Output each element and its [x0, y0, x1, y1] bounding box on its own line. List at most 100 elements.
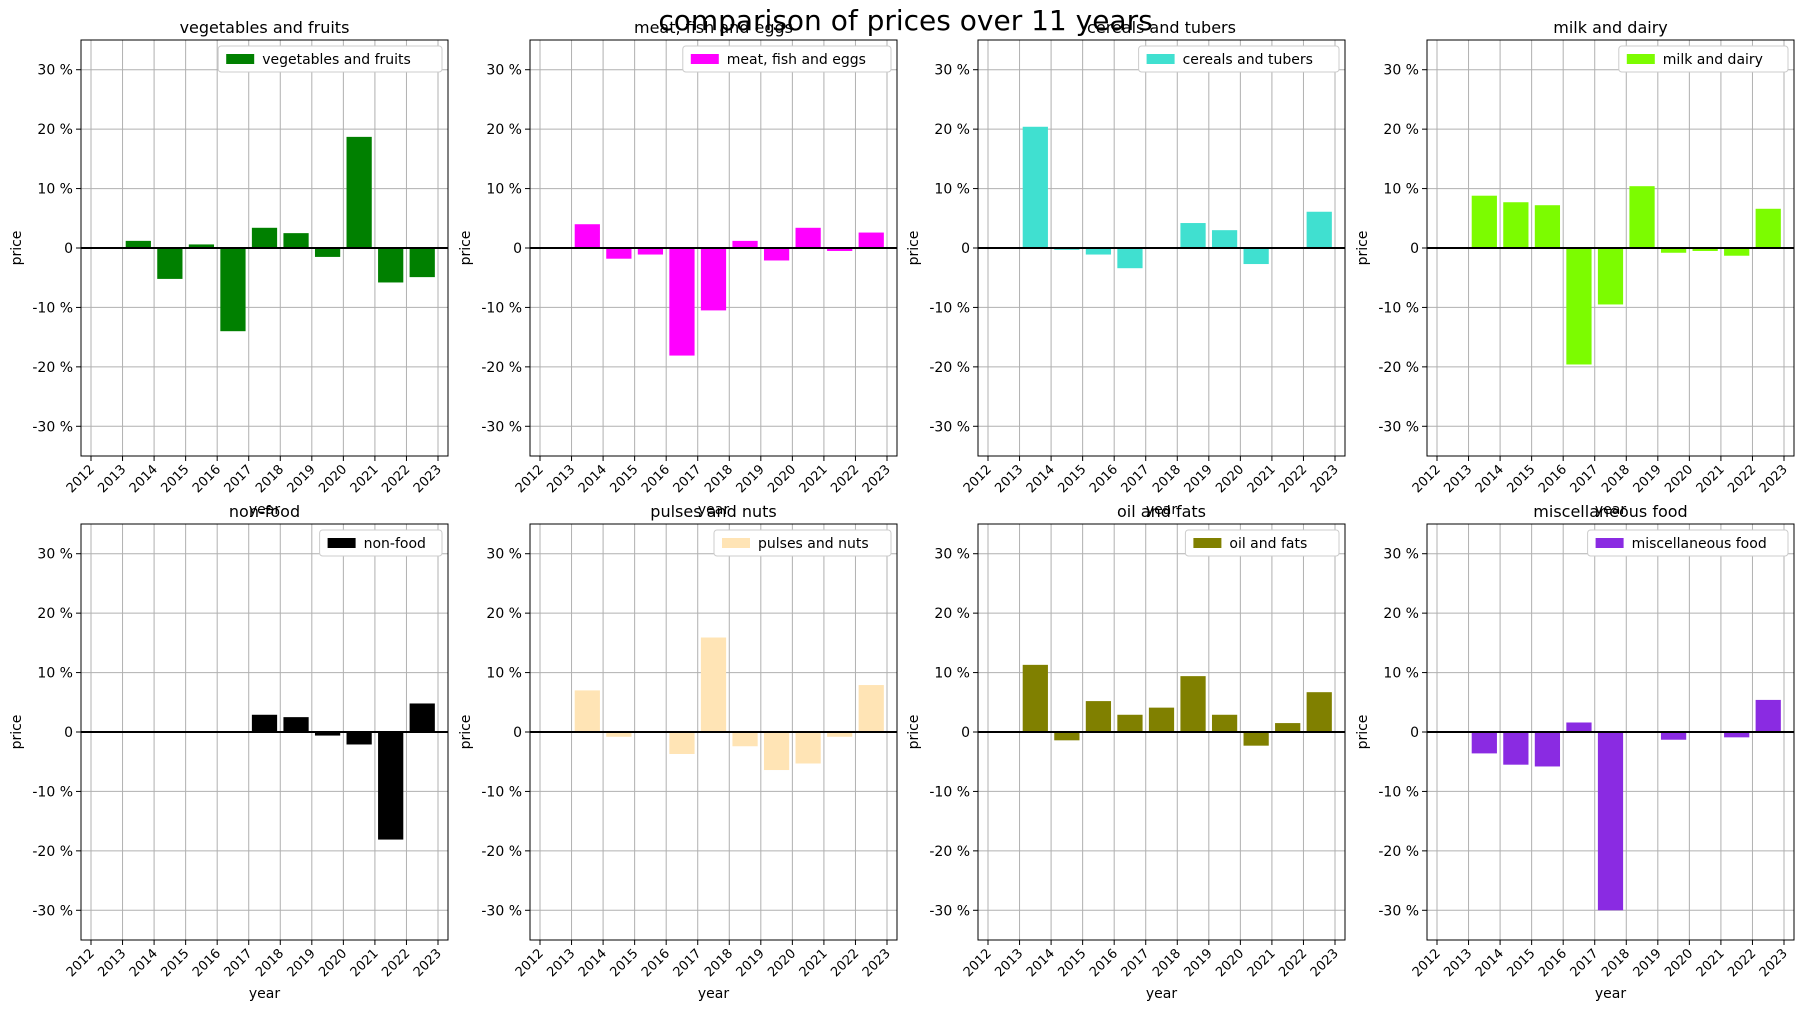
x-tick-label: 2013: [544, 462, 578, 496]
y-tick-label: 30 %: [486, 63, 522, 79]
y-tick-label: 20 %: [37, 122, 73, 138]
legend-label: milk and dairy: [1663, 52, 1763, 68]
bar-2017: [251, 714, 278, 732]
subplot-title: pulses and nuts: [650, 502, 776, 521]
y-tick-label: 10 %: [1383, 182, 1419, 198]
x-tick-label: 2018: [253, 946, 287, 980]
bar-2013: [1022, 664, 1048, 732]
subplot-vegetables-and-fruits: 30 % 20 % 10 % 0 -10 % -20 % -30 % 201220132014…: [9, 18, 449, 518]
legend-label: vegetables and fruits: [262, 52, 411, 68]
x-tick-label: 2020: [316, 946, 350, 980]
bar-2015: [637, 248, 664, 255]
bar-2017: [1148, 707, 1175, 732]
bar-2017: [251, 227, 278, 248]
y-tick-label: 10 %: [934, 182, 970, 198]
x-tick-label: 2023: [860, 946, 894, 980]
bar-2016: [669, 248, 695, 356]
y-axis-label: price: [1355, 715, 1371, 750]
y-tick-label: -30 %: [481, 903, 522, 919]
x-tick-label: 2012: [64, 462, 98, 496]
legend-box: [1587, 529, 1789, 557]
x-tick-label: 2019: [285, 462, 319, 496]
x-tick-label: 2019: [285, 946, 319, 980]
subplot-miscellaneous-food: 30 % 20 % 10 % 0 -10 % -20 % -30 % 201220132014…: [1355, 502, 1795, 1002]
x-axis-label: year: [249, 502, 280, 518]
bar-2018: [732, 732, 758, 747]
y-tick-label: 30 %: [486, 547, 522, 563]
legend-label: pulses and nuts: [758, 536, 869, 552]
x-tick-label: 2022: [1276, 462, 1310, 496]
bar-2019: [763, 732, 790, 771]
x-tick-label: 2012: [961, 946, 995, 980]
bar-2021: [378, 732, 404, 840]
x-tick-label: 2017: [1119, 946, 1153, 980]
x-tick-label: 2022: [1725, 462, 1759, 496]
legend-label: cereals and tubers: [1183, 52, 1313, 68]
x-tick-label: 2013: [992, 462, 1026, 496]
bar-2022: [409, 248, 435, 278]
subplot-milk-and-dairy: 30 % 20 % 10 % 0 -10 % -20 % -30 % 201220132014…: [1355, 18, 1795, 518]
legend-swatch: [1146, 54, 1175, 64]
bar-2021: [1724, 248, 1750, 256]
x-tick-label: 2017: [1568, 946, 1602, 980]
y-tick-label: -20 %: [481, 844, 522, 860]
y-tick-label: 0: [513, 241, 522, 257]
y-tick-label: 20 %: [934, 122, 970, 138]
bar-2016: [1117, 248, 1143, 269]
x-tick-label: 2022: [379, 462, 413, 496]
bar-2022: [858, 232, 884, 248]
y-tick-label: 20 %: [1383, 122, 1419, 138]
x-axis-label: year: [1595, 502, 1626, 518]
x-tick-label: 2018: [1599, 462, 1633, 496]
subplot-title: non-food: [229, 502, 300, 521]
y-tick-label: 10 %: [1383, 666, 1419, 682]
legend-box: [1618, 45, 1789, 73]
bar-2016: [220, 248, 246, 332]
x-tick-label: 2017: [222, 946, 256, 980]
legend-label: miscellaneous food: [1632, 536, 1767, 552]
y-axis-label: price: [458, 715, 474, 750]
x-tick-label: 2013: [544, 946, 578, 980]
x-tick-label: 2016: [1536, 946, 1570, 980]
x-tick-label: 2017: [222, 462, 256, 496]
bar-2015: [1534, 732, 1561, 767]
y-tick-label: 30 %: [1383, 547, 1419, 563]
x-tick-label: 2018: [1150, 462, 1184, 496]
x-tick-label: 2018: [702, 462, 736, 496]
bar-2018: [283, 717, 309, 732]
y-tick-label: 0: [961, 241, 970, 257]
x-tick-label: 2021: [797, 462, 831, 496]
axes-frame: [529, 39, 898, 457]
legend-label: meat, fish and eggs: [727, 52, 866, 68]
x-tick-label: 2014: [1473, 946, 1507, 980]
y-tick-label: 10 %: [37, 666, 73, 682]
bar-2017: [700, 637, 727, 732]
y-tick-label: -10 %: [929, 784, 970, 800]
x-tick-label: 2020: [316, 462, 350, 496]
bar-2013: [574, 224, 600, 248]
legend-swatch: [722, 538, 750, 548]
x-tick-label: 2014: [1024, 462, 1058, 496]
x-tick-label: 2021: [1694, 946, 1728, 980]
y-tick-label: -10 %: [481, 300, 522, 316]
x-tick-label: 2022: [379, 946, 413, 980]
x-tick-label: 2019: [1182, 946, 1216, 980]
x-tick-label: 2014: [127, 462, 161, 496]
x-tick-label: 2016: [639, 946, 673, 980]
legend-swatch: [327, 538, 356, 548]
bar-2013: [574, 690, 600, 732]
x-tick-label: 2016: [190, 462, 224, 496]
bar-2019: [1211, 714, 1238, 732]
x-tick-label: 2019: [1182, 462, 1216, 496]
x-tick-label: 2013: [1441, 462, 1475, 496]
bar-2015: [1085, 248, 1112, 255]
y-tick-label: 20 %: [1383, 606, 1419, 622]
y-axis-label: price: [906, 715, 922, 750]
x-tick-label: 2015: [158, 946, 192, 980]
x-tick-label: 2018: [1599, 946, 1633, 980]
subplot-title: miscellaneous food: [1533, 502, 1687, 521]
y-tick-label: 20 %: [934, 606, 970, 622]
x-tick-label: 2013: [95, 462, 129, 496]
y-tick-label: -10 %: [929, 300, 970, 316]
bar-2019: [763, 248, 790, 261]
